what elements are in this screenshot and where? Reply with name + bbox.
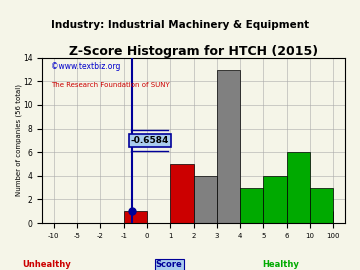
Text: ©www.textbiz.org: ©www.textbiz.org (51, 62, 121, 71)
Bar (264, 176, 287, 223)
Text: -0.6584: -0.6584 (131, 136, 169, 145)
Text: Unhealthy: Unhealthy (22, 260, 71, 269)
Text: The Research Foundation of SUNY: The Research Foundation of SUNY (51, 82, 170, 89)
Y-axis label: Number of companies (56 total): Number of companies (56 total) (15, 85, 22, 196)
Text: Industry: Industrial Machinery & Equipment: Industry: Industrial Machinery & Equipme… (51, 20, 309, 30)
Bar (170, 164, 194, 223)
Bar (124, 211, 147, 223)
Bar (310, 188, 333, 223)
Bar (217, 69, 240, 223)
Bar (194, 176, 217, 223)
Text: Score: Score (156, 260, 183, 269)
Bar (240, 188, 264, 223)
Title: Z-Score Histogram for HTCH (2015): Z-Score Histogram for HTCH (2015) (69, 45, 318, 58)
Text: Healthy: Healthy (262, 260, 299, 269)
Bar (287, 152, 310, 223)
